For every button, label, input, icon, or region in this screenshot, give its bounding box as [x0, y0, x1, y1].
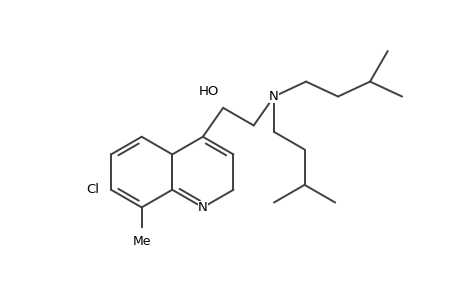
Text: Cl: Cl: [86, 183, 99, 196]
Text: Me: Me: [132, 236, 151, 248]
Text: HO: HO: [198, 85, 219, 98]
Text: N: N: [269, 90, 278, 103]
Text: N: N: [197, 201, 207, 214]
